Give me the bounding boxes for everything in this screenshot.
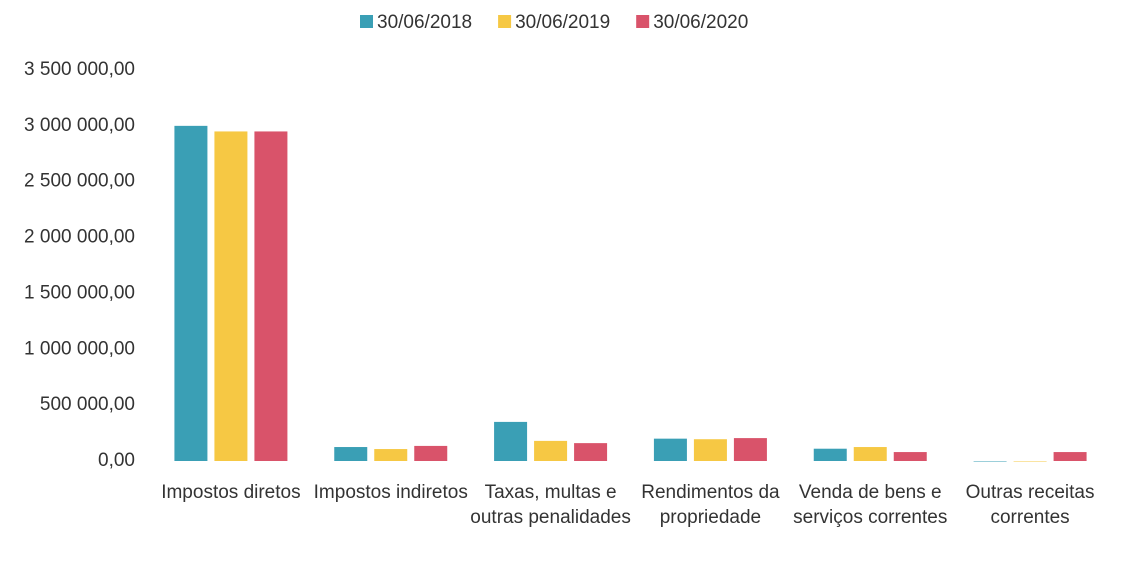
bar [334,447,368,461]
bar [574,443,608,461]
legend-swatch [498,15,512,28]
bar [494,421,528,461]
legend-swatch [360,15,373,28]
bar [254,131,288,461]
bar [174,125,208,461]
legend-label: 30/06/2019 [515,12,610,33]
bar [973,461,1007,462]
bar [813,448,847,461]
bar [653,438,687,461]
bar [374,449,408,461]
bar [534,440,568,461]
x-tick-label: Impostos indiretos [313,482,468,503]
y-tick-label: 2 500 000,00 [24,171,135,192]
legend-swatch [636,15,650,28]
y-tick-label: 3 000 000,00 [24,115,135,136]
y-tick-label: 2 000 000,00 [24,227,135,248]
x-tick-label: Impostos diretos [161,482,301,503]
x-tick-label: Taxas, multas e outras penalidades [470,482,631,528]
x-tick-label: Rendimentos da propriedade [641,482,780,528]
bar [1013,461,1047,462]
bar [733,438,767,461]
x-tick-label: Outras receitas correntes [965,482,1095,528]
bar [693,439,727,461]
bar [853,447,887,461]
y-tick-label: 3 500 000,00 [24,59,135,80]
bar [214,131,248,461]
legend-label: 30/06/2020 [653,12,748,33]
bar [893,452,927,461]
y-tick-label: 1 000 000,00 [24,338,135,359]
bar [414,445,448,461]
legend-label: 30/06/2018 [377,12,472,33]
y-tick-label: 0,00 [98,450,135,471]
bar [1053,452,1087,461]
y-tick-label: 500 000,00 [40,394,135,415]
y-tick-label: 1 500 000,00 [24,282,135,303]
x-tick-label: Venda de bens e serviços correntes [793,482,948,528]
